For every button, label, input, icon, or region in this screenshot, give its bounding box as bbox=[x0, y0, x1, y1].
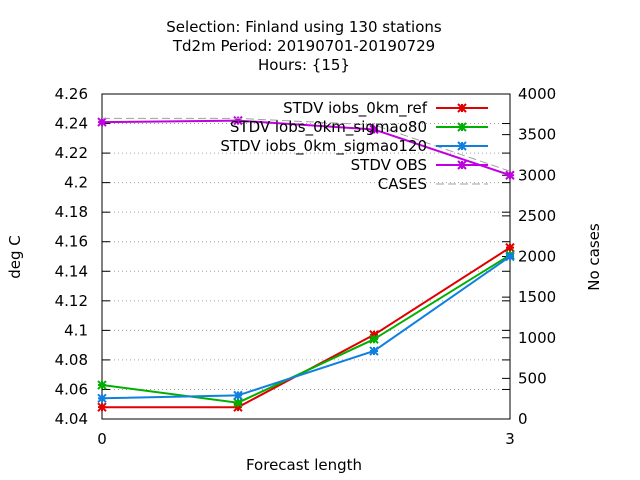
x-tick-label: 0 bbox=[97, 430, 107, 448]
y2-tick-label: 2000 bbox=[518, 248, 556, 266]
y2-tick-label: 500 bbox=[518, 369, 547, 387]
y2-tick-label: 0 bbox=[518, 410, 528, 428]
y2-tick-label: 3000 bbox=[518, 166, 556, 184]
y-tick-label: 4.14 bbox=[55, 262, 88, 280]
legend-label: STDV iobs_0km_ref bbox=[283, 99, 428, 118]
legend-label: STDV OBS bbox=[351, 156, 427, 174]
y2-tick-label: 2500 bbox=[518, 207, 556, 225]
series-point bbox=[233, 115, 243, 126]
x-tick-label: 3 bbox=[505, 430, 515, 448]
series-point bbox=[369, 330, 379, 340]
y-tick-label: 4.18 bbox=[55, 203, 88, 221]
series-point bbox=[369, 334, 379, 344]
series-point bbox=[233, 398, 243, 408]
y2-tick-label: 3500 bbox=[518, 126, 556, 144]
series-point bbox=[369, 346, 379, 356]
x-axis-label: Forecast length bbox=[246, 456, 362, 474]
y-tick-label: 4.12 bbox=[55, 292, 88, 310]
legend-marker bbox=[457, 160, 467, 170]
series-line bbox=[101, 255, 511, 400]
y-tick-label: 4.06 bbox=[55, 380, 88, 398]
legend-label: CASES bbox=[378, 175, 427, 193]
y-tick-label: 4.2 bbox=[64, 174, 88, 192]
y-tick-label: 4.04 bbox=[55, 410, 88, 428]
chart-title-line: Td2m Period: 20190701-20190729 bbox=[172, 37, 435, 55]
series-point bbox=[97, 393, 107, 404]
legend-marker bbox=[457, 141, 467, 151]
series-point bbox=[233, 402, 243, 412]
series-point bbox=[233, 390, 243, 401]
series-point bbox=[369, 124, 379, 135]
series-line bbox=[101, 119, 511, 177]
legend-marker bbox=[457, 122, 467, 132]
series-point bbox=[97, 117, 107, 127]
y-tick-label: 4.16 bbox=[55, 233, 88, 251]
chart-title-line: Hours: {15} bbox=[258, 56, 350, 74]
series-point bbox=[505, 251, 515, 262]
series-point bbox=[97, 402, 107, 412]
series-line bbox=[102, 117, 511, 172]
series-line bbox=[101, 254, 511, 404]
y-tick-label: 4.22 bbox=[55, 144, 88, 162]
series-point bbox=[97, 380, 107, 390]
series-point bbox=[505, 242, 515, 253]
y2-tick-label: 1000 bbox=[518, 329, 556, 347]
chart-title-line: Selection: Finland using 130 stations bbox=[166, 18, 442, 36]
y2-tick-label: 4000 bbox=[518, 85, 556, 103]
y2-axis-label: No cases bbox=[585, 223, 603, 291]
y-tick-label: 4.26 bbox=[55, 85, 88, 103]
legend-label: STDV iobs_0km_sigmao120 bbox=[220, 137, 427, 156]
y-tick-label: 4.1 bbox=[64, 321, 88, 339]
y2-tick-label: 1500 bbox=[518, 288, 556, 306]
y-tick-label: 4.08 bbox=[55, 351, 88, 369]
legend-marker bbox=[457, 103, 467, 113]
y-tick-label: 4.24 bbox=[55, 115, 88, 133]
legend-label: STDV iobs_0km_sigmao80 bbox=[230, 118, 427, 137]
series-point bbox=[505, 170, 515, 180]
y-axis-label: deg C bbox=[6, 235, 24, 279]
